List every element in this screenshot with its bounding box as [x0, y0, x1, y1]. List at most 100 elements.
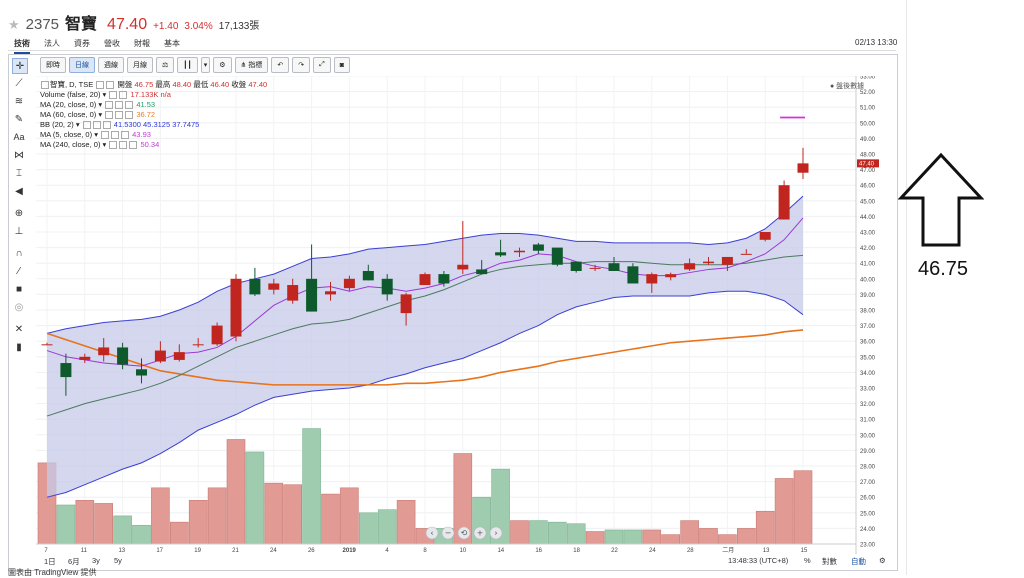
- percent-scale-button[interactable]: %: [804, 556, 811, 565]
- tab-financials[interactable]: 財報: [134, 39, 150, 48]
- volume-bar: [321, 493, 340, 545]
- tab-margin[interactable]: 資券: [74, 39, 90, 48]
- legend-ma60-label: MA (60, close, 0): [40, 110, 97, 119]
- weekly-button[interactable]: 週線: [98, 57, 124, 73]
- tab-revenue[interactable]: 營收: [104, 39, 120, 48]
- tab-institutional[interactable]: 法人: [44, 39, 60, 48]
- x-tick-label: 7: [44, 548, 48, 554]
- x-tick-label: 19: [194, 548, 201, 554]
- volume-bar: [547, 521, 567, 545]
- legend-ma240[interactable]: MA (240, close, 0) ▾ 50.34: [40, 140, 160, 150]
- forecast-icon[interactable]: ⌶: [16, 167, 22, 179]
- volume-bar: [566, 523, 586, 545]
- fib-icon[interactable]: ≋: [14, 95, 24, 107]
- arrow-left-icon[interactable]: ◀: [15, 185, 23, 197]
- nav-right-icon[interactable]: [489, 526, 503, 540]
- favorite-star-icon[interactable]: ★: [8, 17, 20, 32]
- stay-drawing-icon[interactable]: ⁄: [18, 265, 20, 277]
- legend-ma60-value: 36.72: [136, 110, 156, 119]
- x-tick-label: 13: [763, 548, 770, 554]
- hide-icon[interactable]: ◎: [14, 301, 24, 313]
- zoom-out-icon[interactable]: [441, 526, 455, 540]
- fullscreen-icon[interactable]: ⤢: [313, 57, 331, 73]
- legend-high-label: 最高: [155, 80, 171, 89]
- range-3y[interactable]: 3y: [92, 556, 100, 565]
- last-price-tag: [857, 159, 879, 168]
- bollinger-lower-line: [46, 290, 804, 498]
- nav-left-icon[interactable]: [425, 526, 439, 540]
- trade-volume: 17,133張: [218, 21, 260, 32]
- price-chart[interactable]: 53.00 52.00 51.00 50.00 49.00 48.00 47.00 46.00…: [36, 76, 895, 554]
- volume-bar: [207, 487, 227, 545]
- range-1d[interactable]: 1日: [44, 557, 56, 566]
- redo-icon[interactable]: ↷: [292, 57, 311, 73]
- tab-technical[interactable]: 技術: [14, 38, 30, 54]
- x-tick-label: 21: [232, 548, 239, 554]
- legend-ma240-label: MA (240, close, 0): [40, 140, 101, 149]
- daily-button[interactable]: 日線: [69, 57, 95, 73]
- text-icon[interactable]: Aa: [13, 132, 25, 142]
- candle-type-icon[interactable]: ┃┃: [177, 57, 198, 73]
- settings-gear-icon[interactable]: ⚙: [213, 57, 232, 73]
- zoom-in-icon[interactable]: [473, 526, 487, 540]
- lock-icon[interactable]: ■: [15, 283, 23, 295]
- auto-scale-button[interactable]: 自動: [851, 557, 866, 566]
- nav-right-icon-glyph: ›: [494, 529, 497, 538]
- volume-bar: [188, 500, 208, 545]
- tab-basic[interactable]: 基本: [164, 39, 180, 48]
- candle-body: [570, 261, 582, 271]
- chart-legend: 智寶, D, TSE 開盤 46.75 最高 48.40 最低 46.40 收盤…: [40, 80, 267, 150]
- magnet-icon[interactable]: ∩: [15, 247, 23, 259]
- y-tick-label: 50.00: [860, 121, 876, 127]
- candle-body: [41, 344, 53, 346]
- range-5y[interactable]: 5y: [114, 556, 122, 565]
- remove-tools-icon[interactable]: ✕: [14, 323, 24, 335]
- compare-scale-icon[interactable]: ⚖: [156, 57, 175, 73]
- candle-body: [268, 283, 280, 290]
- reset-icon[interactable]: [457, 526, 471, 540]
- indicators-button[interactable]: ⋔ 指標: [234, 57, 269, 73]
- legend-ma60[interactable]: MA (60, close, 0) ▾ 36.72: [40, 110, 156, 120]
- candle-body: [457, 264, 469, 270]
- legend-ma5[interactable]: MA (5, close, 0) ▾ 43.93: [40, 130, 151, 140]
- undo-icon[interactable]: ↶: [271, 57, 290, 73]
- legend-volume[interactable]: Volume (false, 20) ▾ 17.133K n/a: [40, 90, 171, 100]
- legend-close: 47.40: [248, 80, 268, 89]
- x-tick-label: 28: [687, 548, 694, 554]
- y-tick-label: 24.00: [860, 527, 876, 533]
- x-tick-label: 13: [118, 548, 125, 554]
- log-scale-button[interactable]: 對數: [822, 557, 837, 566]
- candle-body: [400, 294, 412, 314]
- after-hours-legend[interactable]: ● 盤後數據: [830, 83, 865, 90]
- pattern-icon[interactable]: ⋈: [14, 149, 24, 161]
- realtime-button[interactable]: 即時: [40, 57, 66, 73]
- candle-body: [589, 267, 601, 269]
- camera-icon[interactable]: ◙: [333, 57, 350, 73]
- chevron-down-icon[interactable]: ▾: [200, 57, 211, 73]
- trend-line-icon[interactable]: ⟋: [15, 77, 23, 89]
- candle-body: [362, 271, 374, 281]
- volume-bar: [94, 503, 114, 545]
- volume-bar: [283, 484, 302, 545]
- header-divider: [8, 50, 896, 51]
- candle-body: [419, 274, 431, 286]
- crosshair-icon[interactable]: ✛: [12, 58, 28, 74]
- monthly-button[interactable]: 月線: [127, 57, 153, 73]
- scale-settings-gear-icon[interactable]: ⚙: [879, 556, 886, 565]
- measure-icon[interactable]: ⊥: [14, 225, 24, 237]
- x-tick-label: 10: [460, 548, 467, 554]
- legend-bb-mid: 41.5300: [113, 120, 141, 129]
- candle-body: [230, 278, 242, 337]
- range-6m[interactable]: 6月: [68, 557, 80, 566]
- brush-icon[interactable]: ✎: [14, 113, 24, 125]
- zoom-in-icon-glyph: +: [477, 529, 484, 538]
- legend-bb[interactable]: BB (20, 2) ▾ 41.5300 45.3125 37.7475: [40, 120, 200, 130]
- trash-icon[interactable]: ▮: [16, 341, 22, 353]
- zoom-icon[interactable]: ⊕: [14, 207, 24, 219]
- legend-ma20[interactable]: MA (20, close, 0) ▾ 41.53: [40, 100, 156, 110]
- candle-body: [287, 285, 299, 301]
- x-tick-label: 18: [573, 548, 580, 554]
- volume-bar: [623, 529, 643, 545]
- volume-bar: [113, 515, 132, 545]
- y-tick-label: 29.00: [860, 449, 876, 455]
